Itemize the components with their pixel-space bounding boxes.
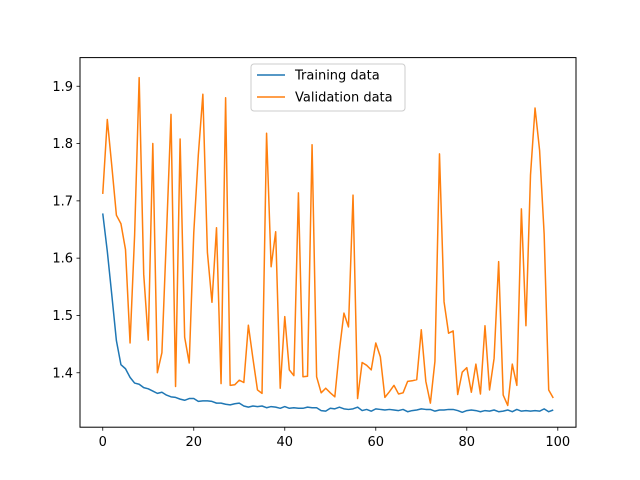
series-line-validation-data [102, 76, 554, 407]
y-tick-label: 1.7 [52, 194, 73, 209]
legend-label: Training data [294, 69, 380, 84]
legend-box [250, 63, 406, 112]
x-tick-label: 60 [368, 435, 385, 450]
y-tick-label: 1.4 [52, 366, 73, 381]
x-tick-label: 40 [276, 435, 293, 450]
y-tick-label: 1.6 [52, 252, 73, 267]
y-tick-label: 1.8 [52, 137, 73, 152]
legend-label: Validation data [295, 91, 393, 106]
axes-frame [79, 57, 577, 428]
x-tick-label: 20 [185, 435, 202, 450]
x-tick-label: 0 [99, 435, 107, 450]
x-axis: 0 20 40 60 80 100 [99, 427, 570, 450]
x-tick-label: 100 [545, 435, 570, 450]
y-tick-label: 1.5 [52, 309, 73, 324]
plot-series-layer [102, 76, 554, 414]
x-tick-label: 80 [459, 435, 476, 450]
series-line-training-data [102, 213, 554, 414]
y-axis: 1.4 1.5 1.6 1.7 1.8 1.9 [52, 80, 80, 381]
y-tick-label: 1.9 [52, 80, 73, 95]
legend: Training data Validation data [250, 63, 406, 112]
